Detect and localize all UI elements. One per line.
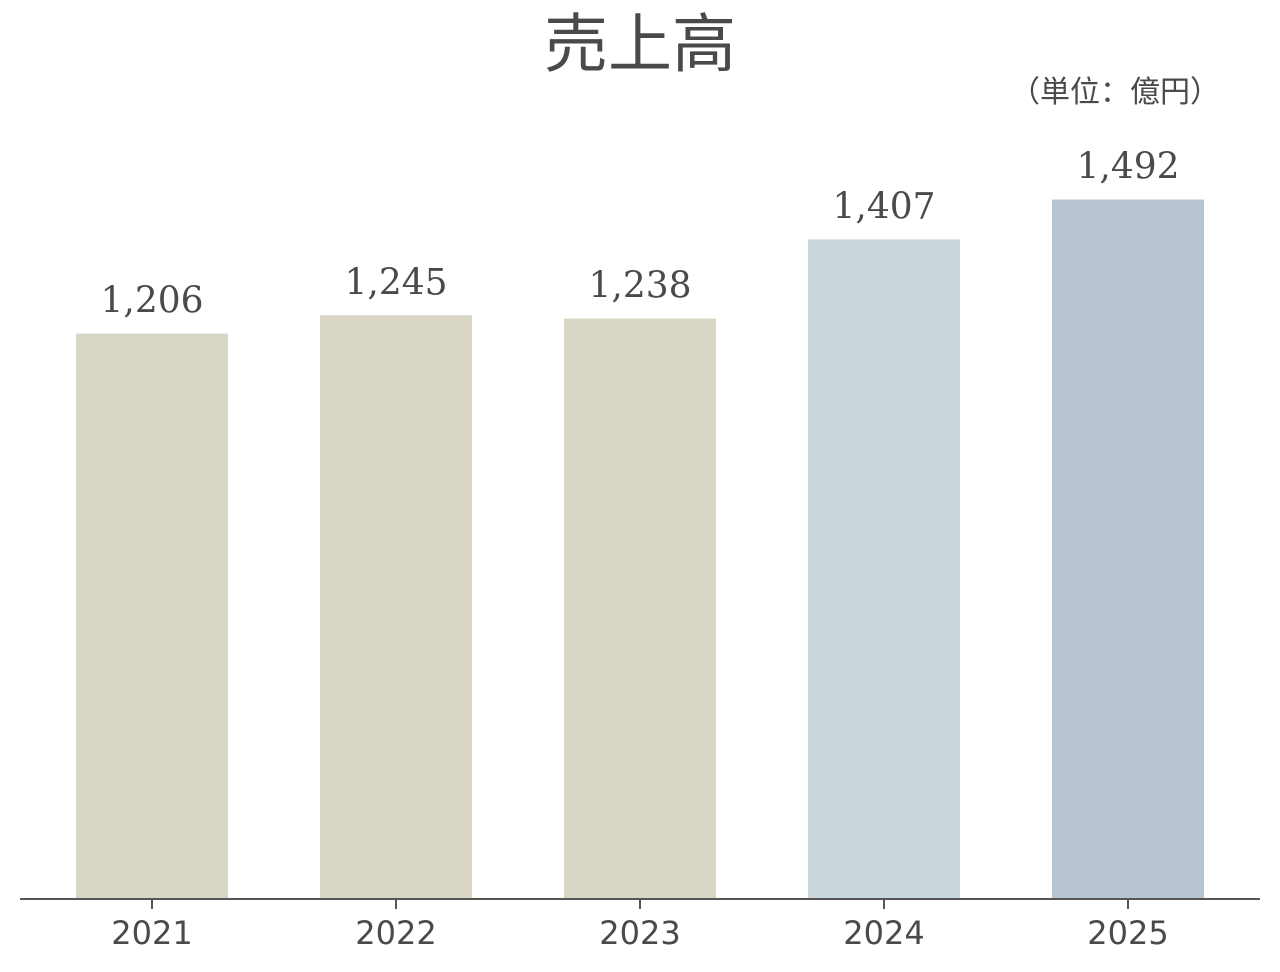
value-label: 1,206 [100, 281, 203, 322]
bar [1052, 199, 1204, 900]
bar [808, 239, 960, 899]
value-label: 1,238 [588, 266, 691, 307]
value-label: 1,245 [344, 262, 447, 303]
x-tick-label: 2022 [355, 914, 436, 952]
x-tick-label: 2021 [111, 914, 192, 952]
chart-subtitle: （単位：億円） [1010, 75, 1220, 110]
bar [564, 318, 716, 900]
bar [76, 333, 228, 899]
bar [320, 315, 472, 899]
x-tick-label: 2023 [599, 914, 680, 952]
x-tick-label: 2024 [843, 914, 924, 952]
x-tick-label: 2025 [1087, 914, 1168, 952]
chart-title: 売上高 [544, 9, 736, 83]
value-label: 1,407 [832, 186, 935, 227]
value-label: 1,492 [1076, 147, 1179, 188]
